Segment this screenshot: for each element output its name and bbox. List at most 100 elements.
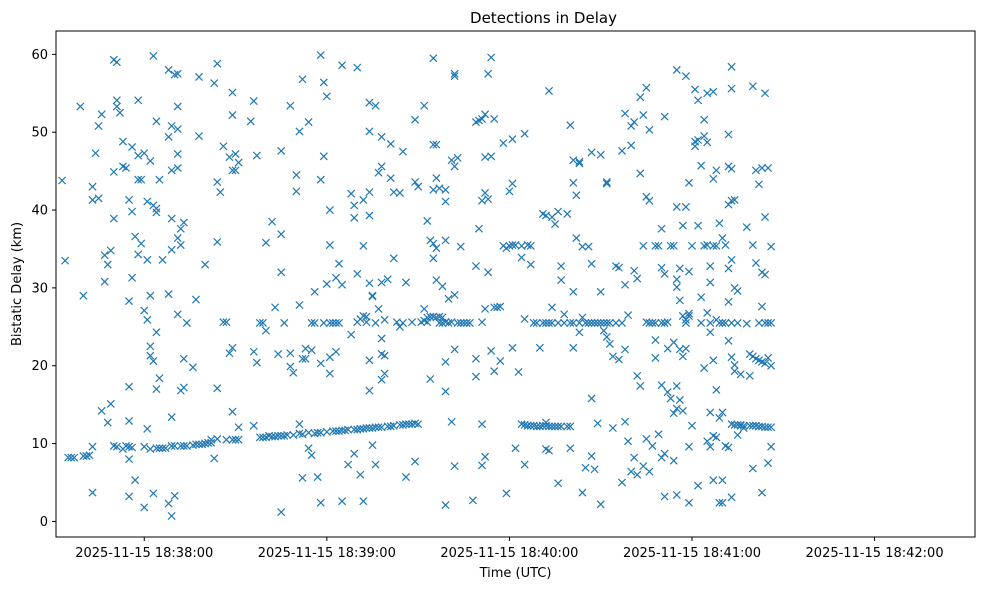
data-point [697,161,706,170]
data-point [304,118,313,127]
data-point [764,163,773,173]
data-point [514,367,523,376]
data-point [761,213,770,222]
data-point [751,166,760,175]
data-point [231,166,240,175]
data-point [146,156,155,166]
data-point [438,282,447,291]
data-point [642,434,651,443]
data-point [748,241,757,250]
data-point [289,430,298,440]
data-point [523,421,532,430]
data-point [234,435,243,444]
data-point [554,479,563,488]
data-point [572,191,581,200]
data-point [161,444,170,453]
data-point [274,350,283,359]
data-point [365,188,374,197]
data-point [328,427,337,436]
data-point [575,157,584,166]
data-point [526,260,535,269]
data-point [115,108,124,117]
data-point [173,69,182,78]
data-point [310,287,319,296]
data-point [669,338,678,347]
data-point [401,420,410,429]
data-point [724,443,733,452]
data-point [718,408,727,417]
data-point [398,318,407,327]
x-tick-label: 2025-11-15 18:39:00 [258,546,396,561]
data-point [651,336,660,345]
data-point [611,318,620,327]
data-point [444,294,453,303]
data-point [551,422,560,431]
data-point [173,149,182,159]
data-point [450,72,459,81]
data-point [599,326,608,335]
data-point [164,132,173,141]
data-point [703,308,712,317]
data-point [249,347,258,356]
data-point [213,384,222,393]
data-point [298,75,307,84]
data-point [666,241,675,250]
data-point [672,202,681,211]
data-point [639,111,648,120]
data-point [146,342,155,351]
data-point [225,153,234,162]
y-tick-label: 40 [31,204,48,219]
data-point [362,318,371,327]
data-point [228,166,237,175]
data-point [432,276,441,285]
data-point [602,179,611,188]
data-point [456,242,465,251]
data-point [724,336,733,345]
data-point [554,422,563,431]
data-point [164,290,173,299]
data-point [541,418,550,427]
data-point [520,315,529,324]
data-point [684,178,693,187]
data-point [319,152,328,161]
data-point [712,385,721,394]
data-point [152,208,161,217]
x-tick-label: 2025-11-15 18:41:00 [623,546,761,561]
data-point [651,318,660,327]
data-point [584,242,593,251]
data-point [657,224,666,233]
data-point [441,197,450,206]
data-points [58,51,776,521]
data-point [325,369,334,378]
data-point [764,459,773,468]
data-point [547,422,557,431]
data-point [709,174,718,183]
data-point [761,270,770,279]
data-point [587,394,596,403]
data-point [106,246,115,255]
data-point [271,303,280,312]
data-point [82,452,91,461]
data-point [371,460,380,469]
data-point [213,59,222,68]
data-point [672,490,681,499]
data-point [377,375,386,384]
data-point [277,146,286,155]
data-point [481,452,490,461]
data-point [499,139,508,148]
data-point [152,385,161,394]
data-point [176,224,185,233]
data-point [575,328,584,337]
data-point [767,423,776,432]
data-point [143,255,152,264]
data-point [429,239,438,248]
data-point [742,319,751,328]
data-point [727,493,736,502]
data-point [128,207,137,216]
data-point [143,315,152,324]
data-point [88,182,97,191]
data-point [602,177,611,187]
data-point [654,430,663,439]
data-point [487,152,496,161]
data-point [621,280,630,289]
